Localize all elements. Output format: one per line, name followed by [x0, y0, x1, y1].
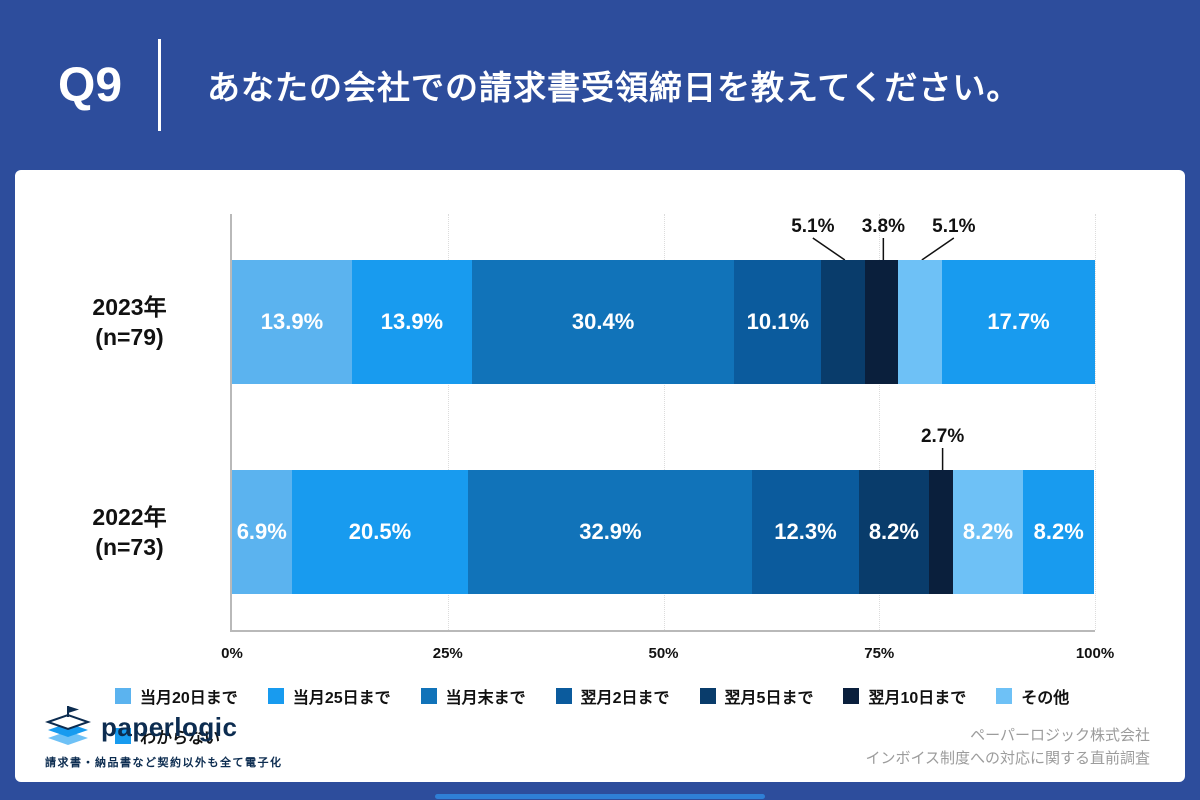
stacked-bar: 6.9% 20.5% 32.9% 12.3% 8.2% 8.2% 8.2%	[232, 470, 1095, 594]
paperlogic-logo-icon	[45, 706, 91, 745]
outside-value-label: 3.8%	[862, 216, 905, 237]
chart-plot: 0% 25% 50% 75% 100% 2023年 (n=79) 5.1% 3.8% 5.1% 13…	[92, 214, 1114, 662]
legend-item-翌月10日まで: 翌月10日まで	[843, 684, 966, 708]
legend-swatch	[996, 688, 1013, 704]
bar-segment-翌月2日まで: 12.3%	[752, 470, 859, 594]
bar-segment-翌月10日まで	[929, 470, 953, 594]
outside-label-zone: 2.7%	[921, 426, 964, 470]
legend-label: 当月20日まで	[140, 690, 238, 707]
legend-swatch	[555, 688, 572, 704]
stacked-bar: 13.9% 13.9% 30.4% 10.1% 17.7%	[232, 260, 1095, 384]
row-label: 2022年 (n=73)	[92, 504, 167, 560]
bottom-accent-bar	[435, 794, 765, 799]
logo-row: paperlogic	[45, 705, 283, 749]
legend-item-その他: その他	[996, 684, 1069, 708]
outside-label-zone: 5.1% 3.8% 5.1%	[791, 216, 976, 260]
outside-value-label: 5.1%	[791, 216, 834, 237]
legend-label: 翌月10日まで	[868, 690, 967, 707]
legend-swatch	[115, 688, 131, 704]
header-divider	[158, 39, 162, 131]
legend-swatch	[843, 688, 860, 704]
company-name: ペーパーロジック株式会社	[970, 727, 1150, 744]
leader-line	[921, 237, 955, 260]
leader-line	[812, 237, 846, 260]
legend-swatch	[115, 728, 131, 744]
outside-value-label: 5.1%	[932, 216, 975, 237]
gridline	[1095, 214, 1096, 630]
question-header: Q9 あなたの会社での請求書受領締日を教えてください。	[0, 0, 1200, 170]
bar-segment-翌月10日まで	[865, 260, 899, 384]
bar-segment-当月20日まで: 13.9%	[232, 260, 352, 384]
logo-tagline: 請求書・納品書など契約以外も全て電子化	[45, 757, 283, 769]
x-axis-tick: 50%	[648, 645, 679, 662]
survey-name: インボイス制度への対応に関する直前調査	[865, 750, 1150, 767]
chart-card: 0% 25% 50% 75% 100% 2023年 (n=79) 5.1% 3.8% 5.1% 13…	[15, 170, 1185, 782]
paperlogic-logo: paperlogic 請求書・納品書など契約以外も全て電子化	[45, 705, 283, 770]
bar-row-2022年: 2022年 (n=73) 2.7% 6.9% 20.5% 32.9% 12.3% 8.2% 8.…	[92, 424, 1095, 594]
legend-item-わからない: わからない	[115, 724, 220, 748]
bar-segment-翌月5日まで: 8.2%	[858, 470, 930, 594]
gridline	[663, 214, 665, 630]
bar-segment-当月末まで: 32.9%	[468, 470, 753, 594]
legend-label: 翌月5日まで	[724, 690, 814, 707]
legend-swatch	[267, 688, 284, 704]
x-axis-tick: 25%	[432, 645, 463, 662]
legend-label: 当月末まで	[445, 690, 526, 707]
logo-wordmark: paperlogic	[101, 711, 238, 742]
legend-label: その他	[1021, 690, 1070, 707]
bar-segment-当月20日まで: 6.9%	[232, 470, 292, 594]
legend-item-当月末まで: 当月末まで	[420, 684, 526, 708]
legend-item-当月25日まで: 当月25日まで	[267, 684, 391, 708]
legend-label: 当月25日まで	[292, 690, 391, 707]
legend-label: 翌月2日まで	[580, 690, 670, 707]
page-title: あなたの会社での請求書受領締日を教えてください。	[207, 69, 1021, 106]
outside-value-label: 2.7%	[921, 426, 964, 447]
legend-item-当月20日まで: 当月20日まで	[115, 684, 238, 708]
bar-segment-当月25日まで: 20.5%	[291, 470, 469, 594]
bar-segment-その他: 8.2%	[952, 470, 1024, 594]
bar-segment-当月25日まで: 13.9%	[351, 260, 472, 384]
legend-swatch	[420, 688, 437, 704]
row-label: 2023年 (n=79)	[92, 294, 167, 350]
x-axis-tick: 75%	[864, 645, 895, 662]
x-axis-tick: 100%	[1075, 645, 1115, 662]
bar-segment-わからない: 8.2%	[1023, 470, 1095, 594]
legend-label: わからない	[140, 730, 221, 747]
question-number: Q9	[58, 58, 123, 112]
bar-segment-翌月2日まで: 10.1%	[734, 260, 822, 384]
bar-segment-その他	[898, 260, 943, 384]
x-axis-tick: 0%	[221, 645, 243, 662]
bar-segment-当月末まで: 30.4%	[471, 260, 735, 384]
bar-row-2023年: 2023年 (n=79) 5.1% 3.8% 5.1% 13.9% 13.9% 30.4% 10…	[92, 214, 1095, 384]
gridline	[879, 214, 881, 630]
bar-segment-翌月5日まで	[821, 260, 866, 384]
legend-item-翌月2日まで: 翌月2日まで	[555, 684, 670, 708]
chart-legend: 当月20日まで 当月25日まで 当月末まで 翌月2日まで 翌月5日まで 翌月10日まで その…	[115, 684, 1125, 748]
gridline	[447, 214, 449, 630]
card-footer: paperlogic 請求書・納品書など契約以外も全て電子化 ペーパーロジック株…	[45, 705, 1150, 770]
bar-segment-わからない: 17.7%	[942, 260, 1095, 384]
legend-swatch	[699, 688, 716, 704]
legend-item-翌月5日まで: 翌月5日まで	[699, 684, 814, 708]
survey-credits: ペーパーロジック株式会社 インボイス制度への対応に関する直前調査	[865, 724, 1150, 770]
